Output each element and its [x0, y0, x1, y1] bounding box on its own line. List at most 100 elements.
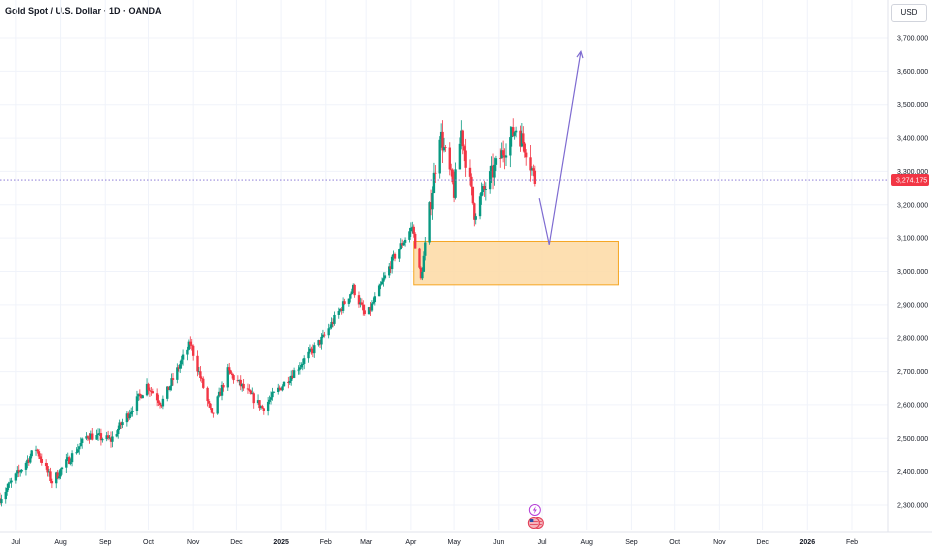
candle-body: [350, 291, 353, 295]
projection-arrow-head: [576, 49, 584, 59]
candle-body: [297, 369, 300, 371]
candle-body: [266, 401, 270, 411]
projection-arrow-line: [538, 51, 582, 245]
candle-body: [383, 275, 387, 279]
candle-body: [47, 471, 51, 473]
candle-body: [530, 168, 534, 171]
x-tick-label: Oct: [669, 539, 680, 546]
candle-body: [226, 367, 229, 388]
candle-body: [135, 396, 139, 412]
candle-body: [524, 152, 528, 158]
candle-body: [317, 340, 320, 346]
candle-body: [431, 193, 434, 210]
candle-body: [150, 391, 153, 392]
candle-body: [307, 351, 310, 359]
candle-body: [222, 384, 225, 388]
y-tick-label: 3,000.000: [897, 269, 928, 276]
candle-body: [450, 169, 453, 171]
us-flag-icon[interactable]: [527, 517, 544, 529]
candle-body: [460, 130, 463, 144]
candle-body: [66, 457, 69, 460]
candle-body: [441, 131, 444, 151]
candle-body: [228, 367, 231, 371]
candle-body: [290, 375, 293, 381]
y-tick-label: 2,500.000: [897, 436, 928, 443]
candle-body: [269, 397, 273, 400]
candle-body: [161, 398, 165, 407]
candle-body: [46, 466, 49, 473]
candle-body: [313, 345, 316, 354]
candle-body: [331, 321, 335, 324]
candle-body: [393, 253, 397, 259]
candle-body: [49, 471, 52, 482]
candle-body: [137, 393, 140, 397]
candle-body: [279, 387, 283, 391]
x-tick-label: Sep: [99, 539, 112, 546]
candle-body: [34, 449, 38, 451]
candle-body: [362, 304, 365, 311]
candle-body: [111, 436, 114, 442]
currency-selector[interactable]: USD: [891, 4, 927, 22]
candle-body: [75, 452, 78, 454]
candle-body: [259, 406, 263, 409]
candle-body: [389, 266, 392, 270]
candle-body: [277, 387, 280, 393]
candle-body: [444, 147, 447, 148]
candle-body: [429, 202, 433, 210]
candle-body: [523, 143, 526, 153]
candle-body: [461, 130, 464, 147]
candle-body: [278, 387, 281, 389]
candle-body: [422, 255, 426, 272]
candle-body: [367, 307, 371, 315]
candle-body: [484, 189, 488, 191]
candle-body: [167, 386, 170, 391]
candle-body: [8, 482, 12, 484]
candle-body: [509, 137, 512, 156]
x-tick-label: Nov: [713, 539, 726, 546]
candle-body: [419, 267, 423, 279]
x-tick-label: Apr: [405, 539, 417, 546]
candle-body: [504, 155, 508, 158]
candle-body: [69, 462, 72, 464]
candle-body: [37, 451, 41, 457]
candle-body: [158, 402, 162, 406]
candle-body: [271, 392, 274, 398]
candle-body: [239, 379, 242, 387]
candle-body: [330, 321, 333, 328]
candle-body: [155, 393, 159, 401]
last-price-line-layer: 3,274.175: [0, 174, 929, 187]
candle-body: [212, 412, 215, 414]
candle-body: [115, 434, 118, 437]
candle-body: [177, 367, 180, 369]
candle-body: [59, 469, 62, 477]
candle-body: [380, 281, 384, 285]
candle-body: [187, 341, 191, 350]
candle-body: [236, 380, 240, 382]
candle-body: [20, 469, 23, 472]
candle-body: [39, 456, 42, 459]
candle-body: [353, 284, 356, 296]
candle-body: [452, 182, 456, 198]
candle-body: [78, 446, 81, 450]
candle-body: [26, 459, 29, 463]
x-tick-label: Aug: [54, 539, 67, 546]
candle-body: [121, 422, 124, 426]
x-tick-label: 2026: [800, 539, 816, 546]
candle-body: [439, 131, 443, 140]
candle-body: [14, 473, 18, 481]
lightning-icon[interactable]: [528, 504, 541, 516]
candle-body: [370, 303, 374, 311]
candle-body: [189, 341, 192, 345]
candle-body: [454, 169, 457, 198]
candle-body: [50, 481, 54, 484]
candle-body: [310, 348, 313, 350]
candle-body: [101, 439, 104, 441]
candle-body: [191, 345, 195, 356]
x-tick-label: 2025: [273, 539, 289, 546]
candle-body: [256, 400, 260, 404]
candle-body: [131, 411, 134, 412]
candle-body: [347, 298, 351, 304]
chart-title: Gold Spot / U.S. Dollar · 1D · OANDA: [5, 6, 162, 16]
candle-body: [230, 373, 234, 376]
